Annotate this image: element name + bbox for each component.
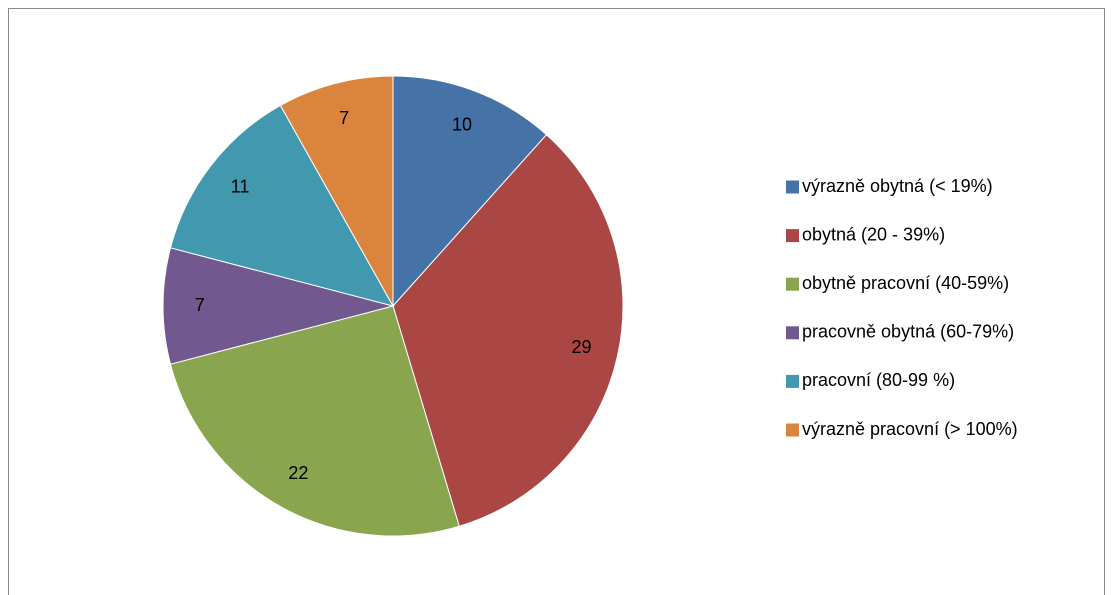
legend-label: pracovně obytná (60-79%) [802,322,1014,342]
legend-label: obytně pracovní (40-59%) [802,273,1009,293]
legend-swatch [786,229,799,243]
pie-slice [169,305,460,537]
legend-swatch [786,423,799,437]
data-label: 11 [231,177,250,197]
legend-label: výrazně pracovní (> 100%) [802,419,1018,439]
data-label: 7 [339,108,349,128]
legend-swatch [786,326,799,340]
legend-swatch [786,374,799,388]
pie-slice [162,247,395,365]
pie-slice [279,75,394,308]
pie-slice [392,75,548,308]
pie-slice [169,104,395,307]
legend-label: obytná (20 - 39%) [802,224,945,244]
legend-swatch [786,277,799,291]
data-label: 10 [452,114,472,134]
data-label: 7 [195,295,205,315]
legend-label: pracovní (80-99 %) [802,370,955,390]
pie-slice [392,133,624,527]
legend-swatch [786,180,799,194]
legend-label: výrazně obytná (< 19%) [802,176,993,196]
data-label: 29 [572,337,592,357]
data-label: 22 [288,463,308,483]
